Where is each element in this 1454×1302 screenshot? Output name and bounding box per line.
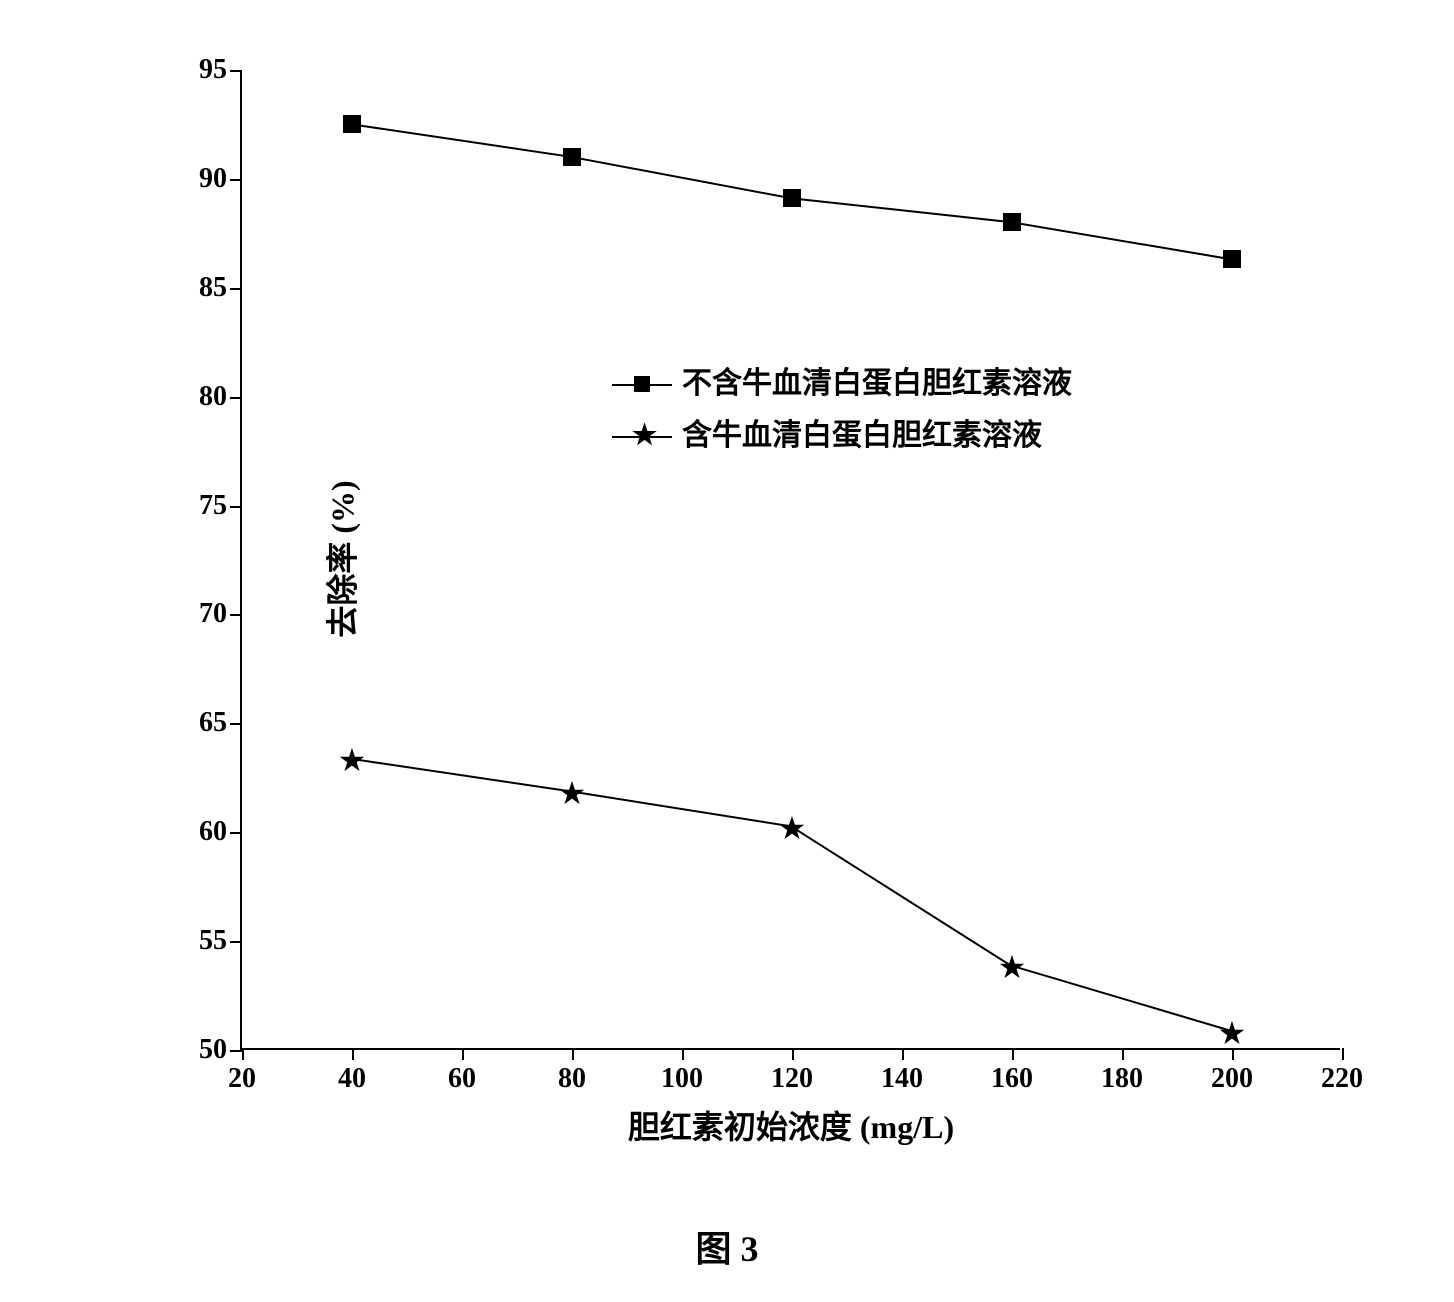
x-tick	[242, 1048, 244, 1060]
x-tick	[462, 1048, 464, 1060]
x-tick-label: 20	[228, 1063, 256, 1095]
y-tick	[230, 832, 242, 834]
x-tick	[902, 1048, 904, 1060]
square-marker	[563, 148, 581, 166]
y-tick	[230, 614, 242, 616]
y-tick	[230, 941, 242, 943]
x-tick	[572, 1048, 574, 1060]
square-marker	[1003, 213, 1021, 231]
y-tick	[230, 179, 242, 181]
x-tick	[1342, 1048, 1344, 1060]
chart-lines	[242, 70, 1340, 1048]
x-axis-label: 胆红素初始浓度 (mg/L)	[628, 1102, 954, 1148]
x-tick-label: 40	[338, 1063, 366, 1095]
y-tick-label: 80	[199, 381, 227, 413]
y-axis-label: 去除率 (%)	[318, 480, 364, 637]
x-tick	[1122, 1048, 1124, 1060]
y-tick	[230, 70, 242, 72]
x-tick-label: 140	[881, 1063, 923, 1095]
legend-item-without-bsa: 不含牛血清白蛋白胆红素溶液	[602, 360, 1072, 408]
y-tick-label: 75	[199, 490, 227, 522]
y-tick	[230, 723, 242, 725]
star-marker: ★	[338, 744, 367, 776]
x-tick	[352, 1048, 354, 1060]
y-tick-label: 85	[199, 272, 227, 304]
star-marker: ★	[778, 812, 807, 844]
series-line	[352, 759, 1230, 1031]
x-tick-label: 200	[1211, 1063, 1253, 1095]
x-tick	[1012, 1048, 1014, 1060]
legend-label: 不含牛血清白蛋白胆红素溶液	[682, 360, 1072, 408]
legend-marker-square	[602, 372, 682, 396]
x-tick	[792, 1048, 794, 1060]
y-tick	[230, 1050, 242, 1052]
x-tick-label: 60	[448, 1063, 476, 1095]
legend-marker-star: ★	[602, 424, 682, 448]
chart-container: 去除率 (%) 胆红素初始浓度 (mg/L) 50556065707580859…	[100, 40, 1380, 1140]
square-marker	[343, 115, 361, 133]
x-tick-label: 220	[1321, 1063, 1363, 1095]
square-marker	[1223, 250, 1241, 268]
x-tick-label: 160	[991, 1063, 1033, 1095]
y-tick-label: 95	[199, 54, 227, 86]
y-tick-label: 50	[199, 1034, 227, 1066]
figure-caption: 图 3	[695, 1220, 758, 1272]
square-marker	[783, 189, 801, 207]
star-marker: ★	[998, 951, 1027, 983]
legend-label: 含牛血清白蛋白胆红素溶液	[682, 412, 1042, 460]
y-tick	[230, 506, 242, 508]
x-tick-label: 120	[771, 1063, 813, 1095]
y-tick	[230, 288, 242, 290]
plot-area: 去除率 (%) 胆红素初始浓度 (mg/L) 50556065707580859…	[240, 70, 1340, 1050]
y-tick	[230, 397, 242, 399]
legend-item-with-bsa: ★ 含牛血清白蛋白胆红素溶液	[602, 412, 1072, 460]
x-tick	[682, 1048, 684, 1060]
x-tick-label: 80	[558, 1063, 586, 1095]
legend: 不含牛血清白蛋白胆红素溶液 ★ 含牛血清白蛋白胆红素溶液	[602, 360, 1072, 464]
y-tick-label: 65	[199, 707, 227, 739]
y-tick-label: 90	[199, 163, 227, 195]
x-tick-label: 180	[1101, 1063, 1143, 1095]
y-tick-label: 60	[199, 816, 227, 848]
x-tick-label: 100	[661, 1063, 703, 1095]
star-marker: ★	[558, 777, 587, 809]
star-marker: ★	[1218, 1017, 1247, 1049]
y-tick-label: 55	[199, 925, 227, 957]
y-tick-label: 70	[199, 598, 227, 630]
